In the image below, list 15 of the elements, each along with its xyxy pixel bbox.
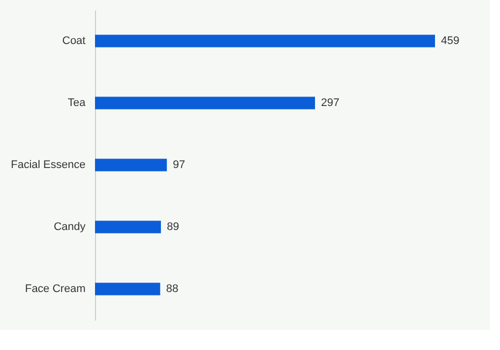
y-tick-label: Facial Essence: [10, 159, 86, 171]
bar: [95, 96, 315, 110]
y-tick-label: Candy: [54, 221, 86, 233]
bar: [95, 34, 435, 48]
bar: [95, 282, 160, 296]
data-label: 89: [166, 221, 180, 233]
data-label: 88: [166, 283, 178, 295]
data-label: 97: [172, 159, 186, 171]
y-tick-label: Coat: [62, 35, 86, 47]
data-label: 459: [441, 35, 460, 47]
y-tick-label: Face Cream: [24, 283, 86, 295]
data-label: 297: [321, 97, 340, 109]
y-tick-label: Tea: [68, 97, 86, 109]
bar: [95, 220, 161, 234]
bar: [95, 158, 167, 172]
